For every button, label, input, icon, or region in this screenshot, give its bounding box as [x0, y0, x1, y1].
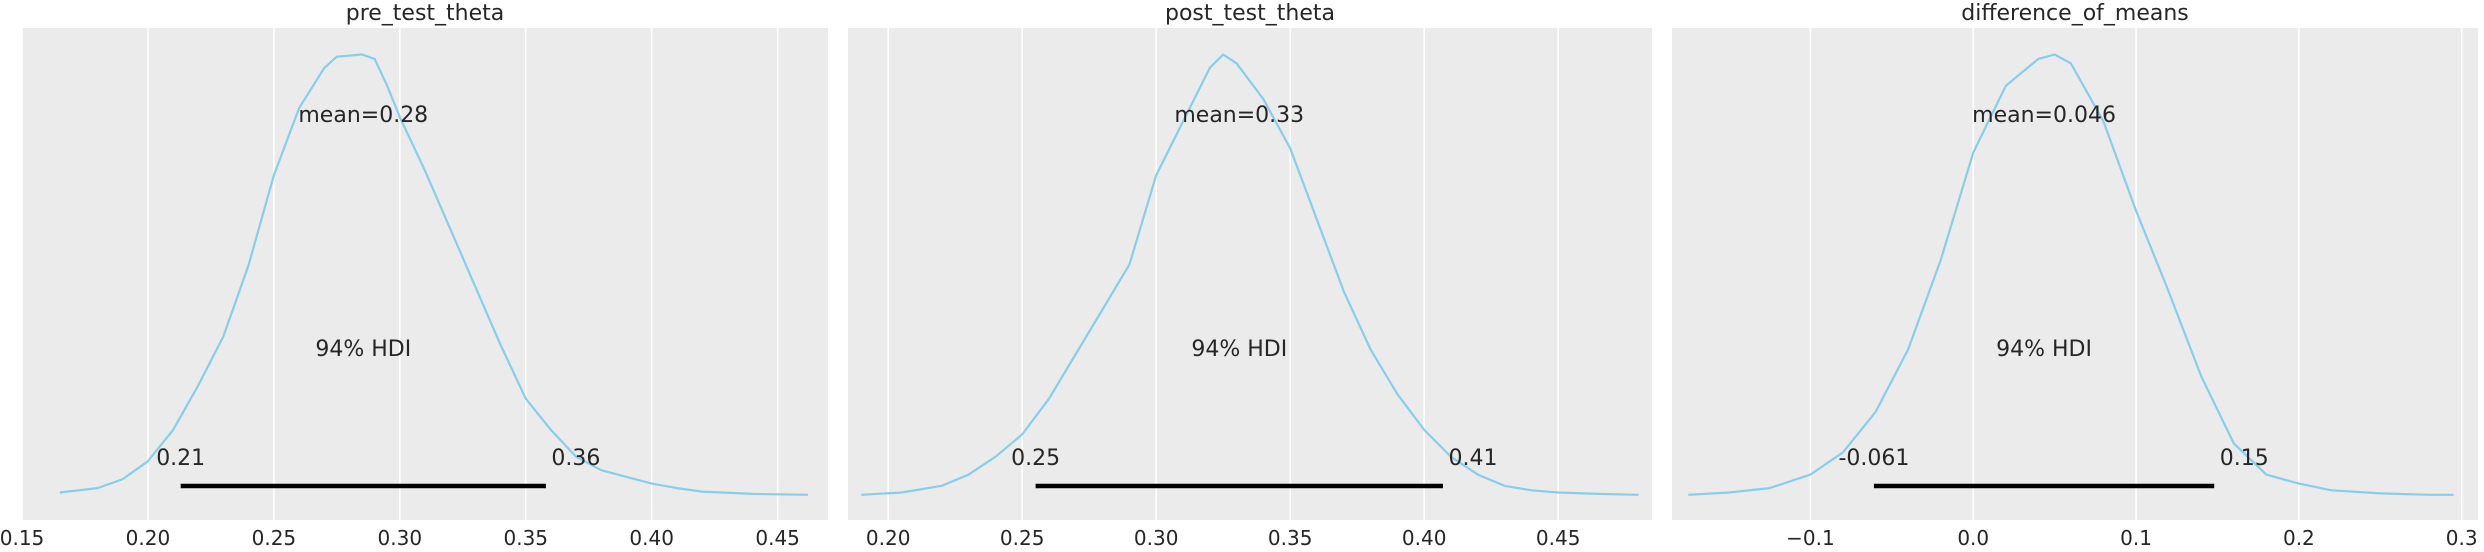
hdi-label: 94% HDI [1191, 337, 1287, 362]
x-tick-label: 0.30 [378, 526, 423, 550]
mean-label: mean=0.046 [1972, 103, 2116, 128]
hdi-low-label: 0.25 [1011, 446, 1060, 471]
hdi-high-label: 0.41 [1448, 446, 1497, 471]
x-tick-label: 0.45 [755, 526, 800, 550]
x-tick-label: 0.15 [0, 526, 44, 550]
x-tick-label: 0.2 [2283, 526, 2315, 550]
x-tick-label: 0.40 [1402, 526, 1447, 550]
x-tick-label: 0.0 [1957, 526, 1989, 550]
panel-title: post_test_theta [1165, 1, 1335, 26]
x-tick-label: 0.35 [503, 526, 548, 550]
panel-title: pre_test_theta [346, 1, 505, 26]
x-tick-label: 0.30 [1134, 526, 1179, 550]
mean-label: mean=0.28 [298, 103, 428, 128]
hdi-low-label: -0.061 [1838, 446, 1909, 471]
x-tick-label: 0.35 [1268, 526, 1313, 550]
x-tick-label: 0.25 [252, 526, 297, 550]
hdi-label: 94% HDI [315, 337, 411, 362]
hdi-high-label: 0.15 [2220, 446, 2269, 471]
x-tick-label: 0.20 [126, 526, 171, 550]
hdi-label: 94% HDI [1996, 337, 2092, 362]
mean-label: mean=0.33 [1174, 103, 1304, 128]
hdi-high-label: 0.36 [551, 446, 600, 471]
x-tick-label: 0.40 [629, 526, 674, 550]
plot-background [1672, 28, 2478, 520]
x-tick-label: 0.45 [1536, 526, 1581, 550]
kde-curve [59, 53, 808, 496]
x-tick-label: −0.1 [1786, 526, 1835, 550]
plot-background [848, 28, 1652, 520]
hdi-low-label: 0.21 [156, 446, 205, 471]
panel-title: difference_of_means [1961, 1, 2189, 26]
x-tick-label: 0.25 [1000, 526, 1045, 550]
x-tick-label: 0.1 [2120, 526, 2152, 550]
x-tick-label: 0.3 [2446, 526, 2478, 550]
kde-curve [861, 53, 1639, 496]
kde-curve [1688, 53, 2454, 496]
x-tick-label: 0.20 [866, 526, 911, 550]
plot-background [22, 28, 828, 520]
